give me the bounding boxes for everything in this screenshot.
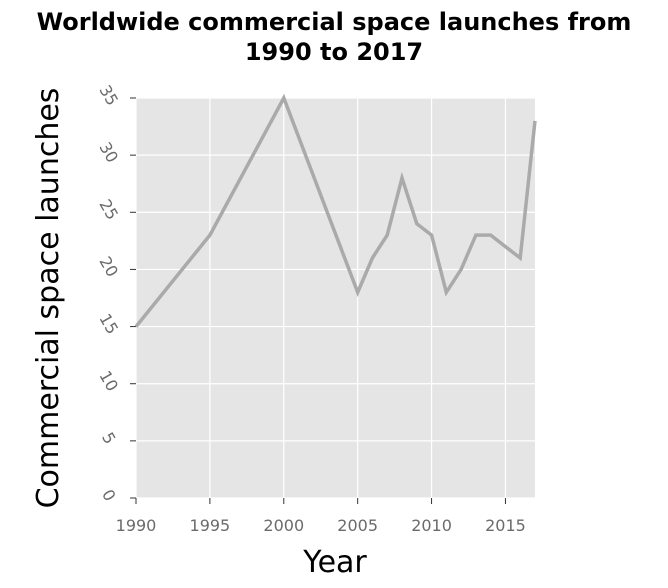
chart-title-line2: 1990 to 2017 [245, 38, 423, 66]
y-tick-label: 5 [98, 429, 120, 447]
y-tick-label: 10 [95, 367, 122, 394]
y-tick-label: 0 [98, 486, 120, 504]
y-tick-label: 30 [95, 139, 122, 166]
x-tick-label: 1995 [190, 516, 231, 535]
y-tick-label: 35 [95, 82, 122, 109]
x-tick-label: 2005 [337, 516, 378, 535]
y-tick-label: 25 [95, 196, 122, 223]
y-tick-label: 15 [95, 310, 122, 337]
y-axis-label: Commercial space launches [31, 88, 66, 509]
x-tick-label: 2010 [411, 516, 452, 535]
grid-lines [135, 97, 535, 499]
x-tick-label: 2015 [485, 516, 526, 535]
series-group [134, 93, 537, 328]
x-tick-label: 2000 [263, 516, 304, 535]
plot-area [136, 98, 535, 498]
axis-ticks [130, 97, 506, 504]
x-tick-labels: 1990 1995 2000 2005 2010 2015 [116, 516, 526, 535]
y-tick-labels: 0 5 10 15 20 25 30 35 [95, 82, 122, 505]
x-axis-label: Year [302, 545, 367, 580]
x-tick-label: 1990 [116, 516, 157, 535]
y-tick-label: 20 [95, 253, 122, 280]
chart-title-line1: Worldwide commercial space launches from [37, 8, 632, 36]
series-line [134, 93, 537, 328]
